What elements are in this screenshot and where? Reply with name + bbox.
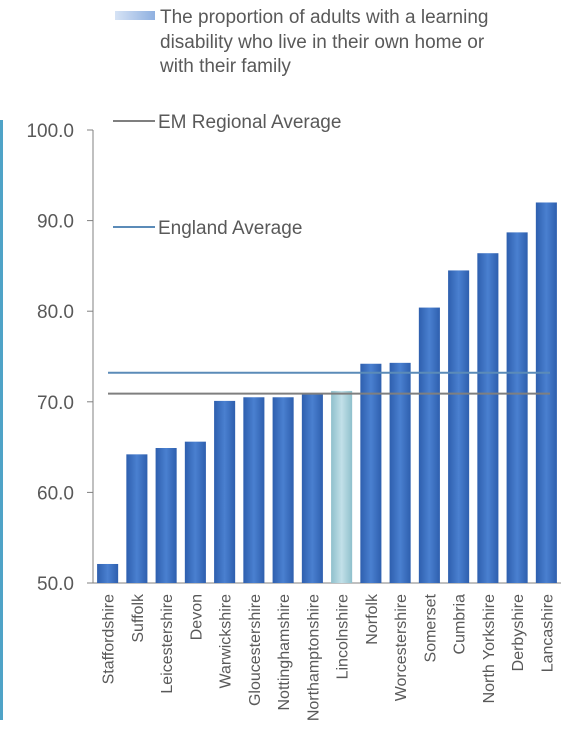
category-label: Worcestershire — [393, 594, 410, 701]
bar-lincolnshire — [331, 390, 353, 583]
category-label: Devon — [188, 594, 205, 640]
bar-staffordshire — [97, 563, 119, 583]
regional-average-legend: EM Regional Average — [113, 112, 341, 133]
category-label: Warwickshire — [218, 594, 235, 689]
y-tick-label: 50.0 — [37, 574, 74, 595]
bar-somerset — [418, 307, 440, 583]
series-legend-line-2: disability who live in their own home or — [160, 32, 485, 53]
series-legend: The proportion of adults with a learning… — [115, 7, 488, 77]
bar-norfolk — [360, 363, 382, 583]
bar-leicestershire — [155, 448, 177, 583]
category-label: Lincolnshire — [335, 594, 352, 679]
category-label: Norfolk — [364, 593, 381, 645]
category-label: North Yorkshire — [481, 594, 498, 703]
category-label: Gloucestershire — [247, 594, 264, 706]
series-legend-swatch — [115, 11, 155, 20]
series-legend-line-3: with their family — [159, 56, 291, 77]
y-tick-label: 90.0 — [37, 212, 74, 233]
category-label: Nottinghamshire — [276, 594, 293, 711]
category-label: Cumbria — [452, 594, 469, 655]
y-tick-label: 100.0 — [26, 121, 74, 142]
bar-suffolk — [126, 454, 148, 583]
y-tick-label: 60.0 — [37, 483, 74, 504]
category-label: Leicestershire — [159, 594, 176, 694]
left-accent-border — [0, 120, 3, 720]
y-axis-ticks: 50.0 60.0 70.0 80.0 90.0 100.0 — [26, 121, 93, 595]
bar-worcestershire — [389, 362, 411, 583]
bar-nottinghamshire — [272, 397, 294, 583]
bar-cumbria — [448, 270, 470, 583]
category-label: Suffolk — [130, 593, 147, 643]
bars — [97, 202, 557, 584]
y-tick-label: 70.0 — [37, 393, 74, 414]
category-label: Derbyshire — [510, 594, 527, 671]
category-labels: Staffordshire Suffolk Leicestershire Devon W… — [101, 593, 557, 721]
reference-lines — [108, 371, 550, 395]
category-label: Staffordshire — [101, 594, 118, 685]
category-label: Northamptonshire — [305, 594, 322, 721]
england-average-legend-label: England Average — [158, 218, 302, 239]
england-average-legend: England Average — [113, 218, 302, 239]
y-tick-label: 80.0 — [37, 302, 74, 323]
regional-average-legend-label: EM Regional Average — [158, 112, 341, 133]
bar-derbyshire — [506, 232, 528, 584]
series-legend-line-1: The proportion of adults with a learning — [160, 7, 488, 28]
bar-gloucestershire — [243, 397, 265, 583]
bar-north-yorkshire — [477, 253, 499, 583]
category-label: Somerset — [422, 593, 439, 662]
bar-warwickshire — [214, 400, 236, 583]
category-label: Lancashire — [539, 594, 556, 672]
bar-devon — [184, 441, 206, 583]
bar-northamptonshire — [301, 393, 323, 583]
